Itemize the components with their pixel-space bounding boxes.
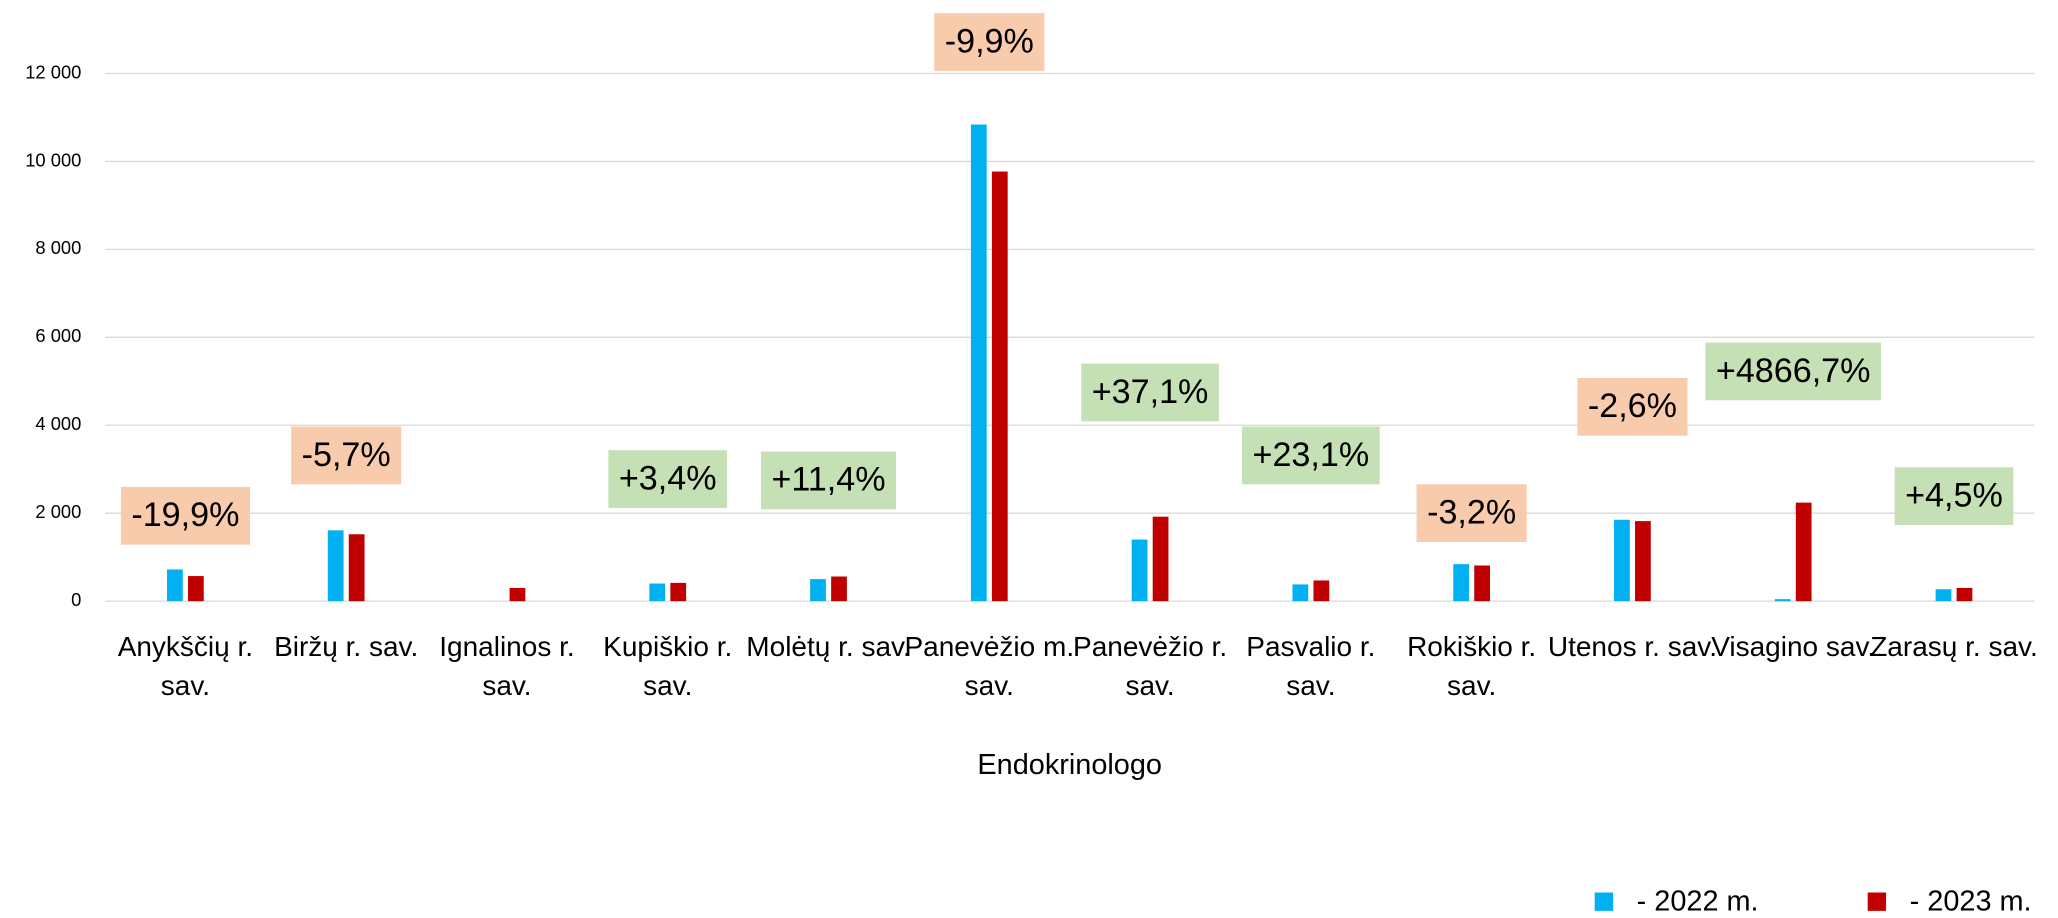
y-tick-label: 0: [71, 589, 81, 610]
legend-label: - 2023 m.: [1910, 886, 2032, 918]
bar: [1614, 519, 1630, 602]
x-tick-label: Pasvalio r. sav.: [1246, 631, 1376, 702]
x-tick-label: Panevėžio r. sav.: [1073, 631, 1228, 702]
annotation-box: [1705, 342, 1881, 401]
x-tick-label: Utenos r. sav.: [1547, 631, 1717, 663]
bar: [970, 124, 987, 602]
annotation-label: -9,9%: [945, 22, 1034, 60]
annotation: +23,1%: [1242, 426, 1380, 485]
legend-swatch: [1867, 892, 1887, 911]
y-tick-label: 8 000: [35, 237, 81, 258]
x-tick-label: Visagino sav.: [1711, 631, 1876, 663]
bar: [1453, 564, 1470, 602]
annotation-box: [291, 426, 402, 485]
bar: [1774, 599, 1791, 602]
bar: [1935, 589, 1952, 602]
bar: [1292, 584, 1309, 602]
x-tick-label: Kupiškio r. sav.: [603, 631, 733, 702]
x-tick-label: Panevėžio m. sav.: [904, 631, 1075, 702]
bar: [810, 579, 826, 602]
x-tick-label: Biržų r. sav.: [274, 631, 419, 663]
annotation-label: -19,9%: [131, 496, 239, 534]
bar: [670, 582, 687, 602]
annotation: +4,5%: [1894, 467, 2014, 525]
annotation-label: +11,4%: [771, 461, 885, 499]
annotation-box: [120, 486, 250, 545]
bar: [991, 171, 1008, 602]
bar: [1474, 565, 1491, 602]
bar: [167, 569, 183, 602]
annotation: +11,4%: [760, 451, 897, 510]
bar: [1795, 502, 1812, 602]
x-tick-label: Molėtų r. sav.: [746, 631, 911, 663]
x-tick-label: Zarasų r. sav.: [1870, 631, 2038, 663]
bar: [188, 576, 204, 602]
annotation-label: +3,4%: [619, 459, 717, 497]
bar: [1131, 539, 1148, 602]
bar: [1152, 516, 1169, 602]
y-tick-label: 2 000: [35, 501, 81, 522]
annotation-box: [1242, 426, 1380, 485]
bar: [1956, 587, 1973, 602]
y-tick-label: 12 000: [25, 61, 81, 82]
bar: [1635, 521, 1651, 602]
legend-label: - 2022 m.: [1637, 886, 1759, 918]
bar: [831, 576, 847, 602]
annotation: +4866,7%: [1705, 342, 1881, 401]
legend-swatch: [1594, 892, 1614, 911]
annotation-box: [760, 451, 897, 510]
annotation-label: +4,5%: [1905, 476, 2003, 514]
annotation: -19,9%: [120, 486, 250, 545]
y-tick-label: 6 000: [35, 325, 81, 346]
bar: [327, 530, 344, 602]
annotation-box: [1894, 467, 2014, 525]
annotation-label: -2,6%: [1588, 387, 1677, 425]
bar: [649, 583, 666, 602]
annotation-box: [1081, 363, 1219, 422]
annotation: +37,1%: [1081, 363, 1219, 422]
annotation: -9,9%: [934, 13, 1045, 71]
x-tick-label: Anykščių r. sav.: [117, 631, 254, 702]
annotation-label: -5,7%: [302, 436, 391, 474]
annotation-label: +23,1%: [1253, 436, 1370, 474]
bar: [348, 534, 365, 602]
x-tick-label: Rokiškio r. sav.: [1407, 631, 1537, 702]
x-axis-title: Endokrinologo: [977, 749, 1162, 781]
annotation: +3,4%: [608, 450, 728, 508]
annotation: -3,2%: [1416, 484, 1527, 543]
annotation: -2,6%: [1577, 377, 1688, 436]
annotation-label: +4866,7%: [1716, 352, 1871, 390]
annotation-box: [1416, 484, 1527, 543]
annotation: -5,7%: [291, 426, 402, 485]
annotation-box: [1577, 377, 1688, 436]
annotation-box: [608, 450, 728, 508]
y-tick-label: 10 000: [25, 149, 81, 170]
bar: [1313, 580, 1330, 602]
x-tick-label: Ignalinos r. sav.: [439, 631, 575, 702]
bar: [509, 587, 526, 602]
y-tick-label: 4 000: [35, 413, 81, 434]
annotation-box: [934, 13, 1045, 71]
annotation-label: +37,1%: [1092, 373, 1209, 411]
annotation-label: -3,2%: [1427, 494, 1516, 532]
